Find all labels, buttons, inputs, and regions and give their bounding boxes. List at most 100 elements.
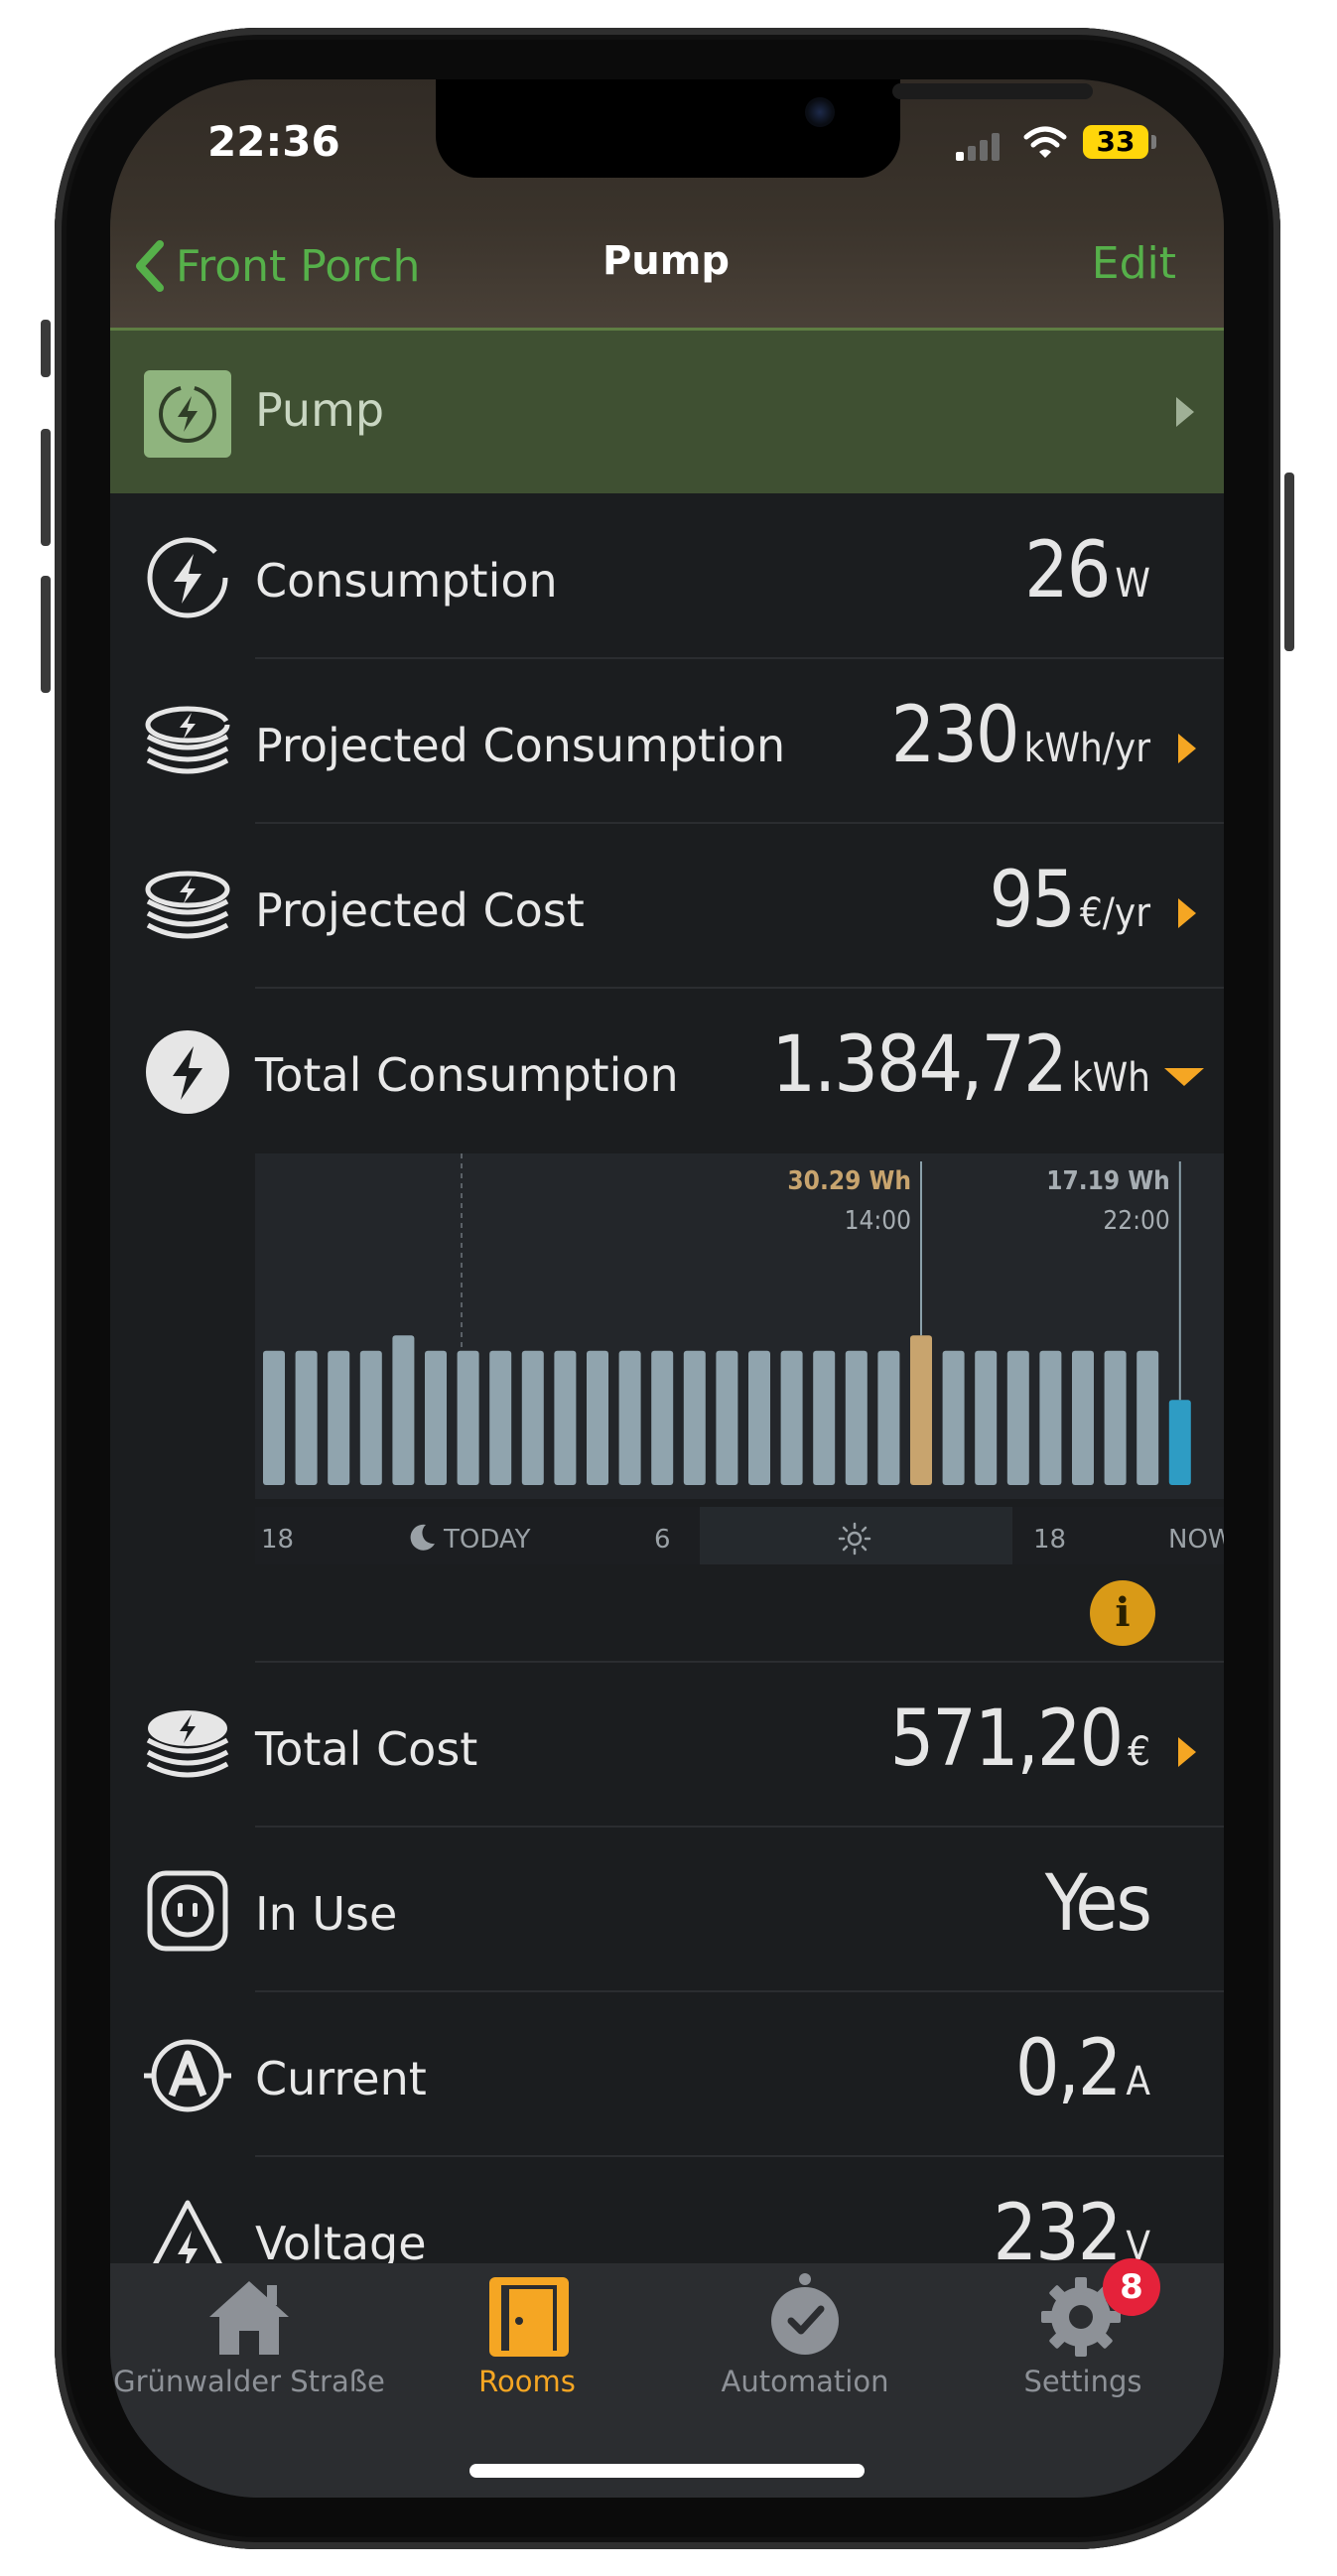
consumption-value: 26 W (1024, 526, 1150, 615)
chart-bar (1006, 1350, 1029, 1485)
gear-icon (1041, 2277, 1121, 2357)
wifi-icon (1023, 126, 1067, 158)
chart-bar (748, 1350, 770, 1485)
chart-bar (975, 1350, 998, 1485)
projected-cost-label: Projected Cost (255, 883, 585, 937)
cellular-signal-icon (956, 131, 1002, 161)
battery-icon: 33 (1083, 125, 1148, 159)
chart-bar (1072, 1350, 1094, 1485)
device-row[interactable] (110, 331, 1224, 493)
chevron-right-icon (1178, 898, 1196, 928)
status-time: 22:36 (207, 117, 340, 166)
chart-bar (1136, 1350, 1159, 1485)
chart-bar (554, 1350, 577, 1485)
x-label-18: 18 (261, 1525, 295, 1555)
row-separator (255, 657, 1224, 659)
chart-bar (651, 1350, 674, 1485)
volume-up-button (41, 429, 51, 546)
row-separator (255, 987, 1224, 989)
chart-bar (392, 1335, 415, 1485)
home-icon (209, 2281, 289, 2355)
home-indicator (469, 2464, 865, 2478)
chart-bar (683, 1350, 706, 1485)
tab-settings-label: Settings (1023, 2365, 1142, 2398)
row-separator (255, 1826, 1224, 1828)
power-button (1284, 473, 1294, 651)
tab-home-label: Grünwalder Straße (113, 2365, 385, 2398)
in-use-value: Yes (1044, 1859, 1152, 1949)
chart-bar (1039, 1350, 1062, 1485)
chart-bar (263, 1350, 285, 1485)
coin-stack-bolt-icon (145, 706, 230, 774)
settings-badge: 8 (1103, 2258, 1160, 2316)
selected-time-label: 14:00 (845, 1206, 911, 1236)
chart-bar (587, 1350, 608, 1485)
chart-bar-current (1168, 1400, 1191, 1485)
projected-cost-value: 95 €/yr (989, 856, 1150, 945)
chart-bar (328, 1350, 350, 1485)
chart-bar (716, 1350, 738, 1485)
row-separator (255, 1990, 1224, 1992)
current-label: Current (255, 2052, 427, 2105)
current-value-label: 17.19 Wh (1046, 1166, 1170, 1196)
outlet-power-icon (144, 370, 231, 458)
info-button[interactable]: i (1090, 1580, 1155, 1646)
tab-rooms-label: Rooms (478, 2365, 576, 2398)
total-consumption-value: 1.384,72 kWh (771, 1020, 1150, 1110)
in-use-label: In Use (255, 1887, 398, 1941)
chart-bar (521, 1350, 544, 1485)
projected-consumption-label: Projected Consumption (255, 719, 786, 772)
row-separator (255, 822, 1224, 824)
page-title: Pump (602, 238, 731, 284)
chart-bar (295, 1350, 318, 1485)
chart-bar (618, 1350, 641, 1485)
screen: 22:36 33 Front Porch Pump Edit Pump Cons… (110, 79, 1224, 2498)
chevron-right-icon (1178, 734, 1196, 763)
bolt-filled-circle-icon (146, 1030, 229, 1114)
chart-bar (845, 1350, 868, 1485)
current-time-label: 22:00 (1103, 1206, 1169, 1236)
chart-bar-selected (910, 1335, 932, 1485)
chevron-right-icon (1178, 1737, 1196, 1767)
door-icon (489, 2277, 569, 2357)
camera (805, 97, 835, 127)
total-cost-value: 571,20 € (889, 1695, 1150, 1784)
daytime-band (700, 1507, 1012, 1564)
speaker (892, 83, 1093, 99)
outlet-icon (147, 1870, 228, 1952)
back-label: Front Porch (176, 240, 421, 292)
alarm-clock-icon (771, 2273, 839, 2355)
chart-bar (489, 1350, 512, 1485)
x-label-6: 6 (654, 1525, 671, 1555)
projected-consumption-value: 230 kWh/yr (890, 691, 1150, 780)
chevron-left-icon (136, 240, 164, 292)
header-divider (110, 328, 1224, 331)
row-separator (255, 2155, 1224, 2157)
chart-bar (877, 1350, 900, 1485)
chart-bar (942, 1350, 965, 1485)
back-button[interactable]: Front Porch (130, 236, 420, 296)
row-separator (255, 1661, 1224, 1663)
power-bolt-circle-icon (147, 537, 228, 618)
total-cost-label: Total Cost (255, 1722, 478, 1776)
coin-stack-bolt-icon (145, 871, 230, 939)
chart-bar (1104, 1350, 1127, 1485)
sun-icon (838, 1522, 871, 1556)
x-label-now: NOW (1168, 1525, 1224, 1555)
current-value: 0,2 A (1014, 2024, 1150, 2113)
consumption-label: Consumption (255, 554, 558, 608)
chart-bar (813, 1350, 836, 1485)
consumption-chart[interactable]: 30.29 Wh 14:00 17.19 Wh 22:00 (255, 1153, 1224, 1499)
x-label-today: TODAY (444, 1525, 531, 1555)
chart-bar (359, 1350, 382, 1485)
voltage-label: Voltage (255, 2217, 427, 2270)
edit-button[interactable]: Edit (1091, 238, 1176, 289)
total-consumption-label: Total Consumption (255, 1048, 679, 1102)
chevron-right-icon (1176, 397, 1194, 427)
tab-bar (110, 2263, 1224, 2498)
device-name: Pump (255, 383, 385, 437)
chevron-down-icon (1164, 1068, 1204, 1086)
mute-switch (41, 320, 51, 377)
tab-automation-label: Automation (721, 2365, 889, 2398)
selected-value-label: 30.29 Wh (787, 1166, 911, 1196)
